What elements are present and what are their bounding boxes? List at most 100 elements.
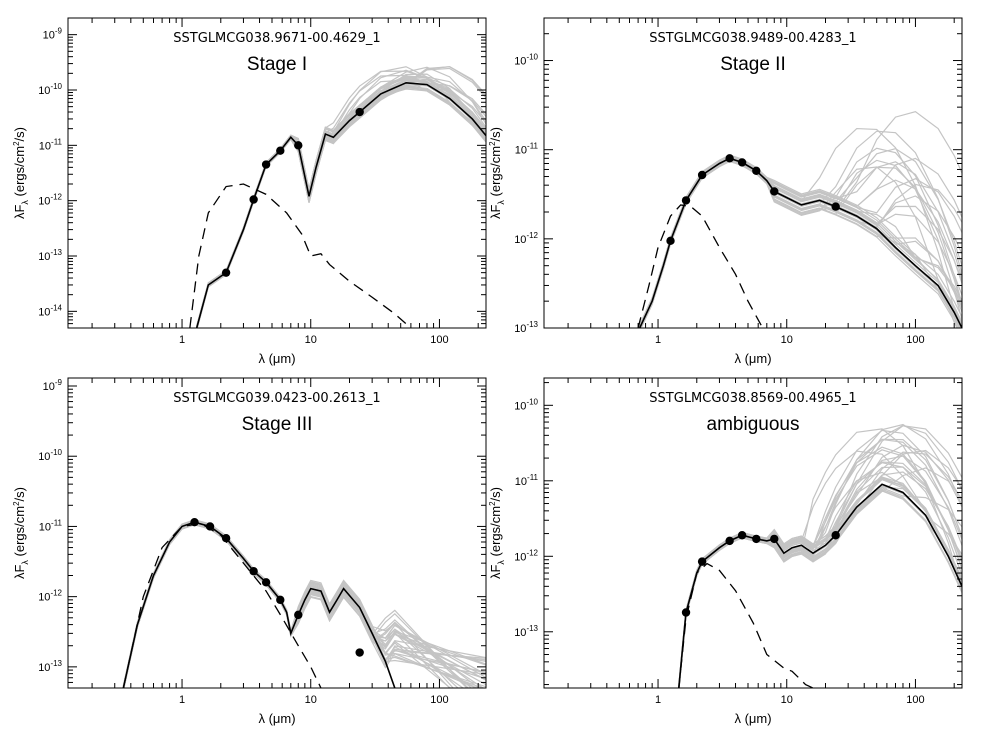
y-axis-label: λFλ (ergs/cm2/s) xyxy=(12,127,30,219)
x-axis: 1 10 100 λ (μm) xyxy=(567,18,955,366)
model-fit-line xyxy=(196,70,486,327)
y-tick-label: 10-10 xyxy=(514,397,538,412)
model-fit-line xyxy=(196,83,486,328)
x-tick-label: 100 xyxy=(430,694,448,706)
observed-point xyxy=(276,146,285,155)
sed-panel-3: 1 10 100 λ (μm) 10-13 10-12 10-11 10-10 10-9 λFλ … xyxy=(12,377,487,726)
model-fit-line xyxy=(639,127,962,328)
observed-point xyxy=(666,236,675,246)
y-tick-label: 10-12 xyxy=(514,548,538,563)
stellar-photosphere-line xyxy=(122,522,322,688)
observed-point xyxy=(221,268,231,277)
model-fit-line xyxy=(123,523,465,688)
observed-point xyxy=(831,531,840,540)
model-fit-line xyxy=(639,158,962,328)
model-fits-grey xyxy=(639,111,962,328)
y-tick-label: 10-11 xyxy=(39,518,63,533)
model-fit-line xyxy=(639,154,962,325)
model-fit-line xyxy=(678,455,962,686)
observed-point xyxy=(294,141,303,150)
plot-area xyxy=(122,517,486,688)
plot-area xyxy=(189,66,486,328)
model-fit-line xyxy=(678,490,962,688)
sed-panel-4: 1 10 100 λ (μm) 10-13 10-12 10-11 10-10 λFλ (erg… xyxy=(488,377,963,726)
observed-point xyxy=(205,522,215,531)
best-fit-line xyxy=(195,81,486,328)
model-fit-line xyxy=(196,83,486,328)
observed-point xyxy=(190,517,199,527)
observed-point xyxy=(681,608,691,617)
plot-frame xyxy=(67,17,487,329)
y-axis-label: λFλ (ergs/cm2/s) xyxy=(12,487,30,579)
x-tick-label: 1 xyxy=(655,334,661,346)
x-axis-label: λ (μm) xyxy=(258,711,295,726)
x-axis-label: λ (μm) xyxy=(258,351,295,366)
observed-point xyxy=(831,202,840,211)
model-fits-grey xyxy=(196,66,486,328)
model-fit-line xyxy=(678,449,962,688)
observed-point xyxy=(737,158,747,167)
y-tick-label: 10-9 xyxy=(43,378,63,393)
model-fit-line xyxy=(196,79,486,328)
model-fit-line xyxy=(678,451,962,688)
x-tick-label: 1 xyxy=(655,694,661,706)
plot-area xyxy=(637,111,962,328)
observed-point xyxy=(355,107,364,117)
stellar-photosphere-line xyxy=(678,562,814,688)
observed-point xyxy=(697,557,707,566)
model-fit-line xyxy=(196,66,486,328)
observed-point xyxy=(681,196,691,205)
model-fit-line xyxy=(678,438,962,688)
model-fit-line xyxy=(639,157,962,328)
model-fit-line xyxy=(123,524,473,688)
observed-point xyxy=(221,533,231,543)
model-fit-line xyxy=(639,111,962,328)
plot-frame xyxy=(543,17,963,329)
stage-label: Stage III xyxy=(242,414,313,435)
best-fit-line xyxy=(638,157,962,328)
observed-point xyxy=(261,578,271,587)
observed-point xyxy=(770,534,779,544)
model-fit-line xyxy=(678,428,962,688)
model-fit-line xyxy=(678,424,962,688)
y-axis: 10-14 10-13 10-12 10-11 10-10 10-9 λFλ (ergs/c… xyxy=(12,17,486,329)
model-fit-line xyxy=(196,66,486,327)
stellar-photosphere-line xyxy=(637,204,764,328)
model-fit-line xyxy=(196,74,486,328)
x-tick-label: 10 xyxy=(305,694,317,706)
x-tick-label: 10 xyxy=(305,334,317,346)
model-fit-line xyxy=(196,75,486,327)
y-tick-label: 10-12 xyxy=(38,589,62,604)
stage-label: ambiguous xyxy=(707,414,800,435)
x-tick-label: 100 xyxy=(430,334,448,346)
model-fit-line xyxy=(196,66,486,328)
model-fit-line xyxy=(196,82,486,328)
y-axis: 10-13 10-12 10-11 10-10 λFλ (ergs/cm2/s) xyxy=(488,382,962,686)
x-axis: 1 10 100 λ (μm) xyxy=(91,378,479,726)
x-tick-label: 100 xyxy=(906,334,924,346)
observed-point xyxy=(249,195,258,204)
y-tick-label: 10-13 xyxy=(514,624,538,639)
model-fits-grey xyxy=(678,423,962,688)
best-fit-line xyxy=(122,521,396,688)
source-name: SSTGLMCG038.9489-00.4283_1 xyxy=(649,31,856,46)
y-tick-label: 10-14 xyxy=(38,303,62,318)
model-fit-line xyxy=(678,487,962,688)
y-tick-label: 10-11 xyxy=(515,142,539,157)
y-tick-label: 10-12 xyxy=(514,231,538,246)
sed-panel-2: 1 10 100 λ (μm) 10-13 10-12 10-11 10-10 λFλ (erg… xyxy=(488,17,963,366)
stage-label: Stage I xyxy=(247,54,307,75)
y-tick-label: 10-13 xyxy=(38,659,62,674)
x-axis-label: λ (μm) xyxy=(734,711,771,726)
x-axis: 1 10 100 λ (μm) xyxy=(567,378,955,726)
stage-label: Stage II xyxy=(720,54,786,75)
model-fit-line xyxy=(122,521,469,688)
y-axis: 10-13 10-12 10-11 10-10 10-9 λFλ (ergs/cm2/s) xyxy=(12,378,486,689)
y-axis-label: λFλ (ergs/cm2/s) xyxy=(488,487,506,579)
observed-point xyxy=(752,166,761,175)
model-fit-line xyxy=(196,67,486,328)
model-fit-line xyxy=(678,489,962,688)
y-tick-label: 10-11 xyxy=(515,473,539,488)
